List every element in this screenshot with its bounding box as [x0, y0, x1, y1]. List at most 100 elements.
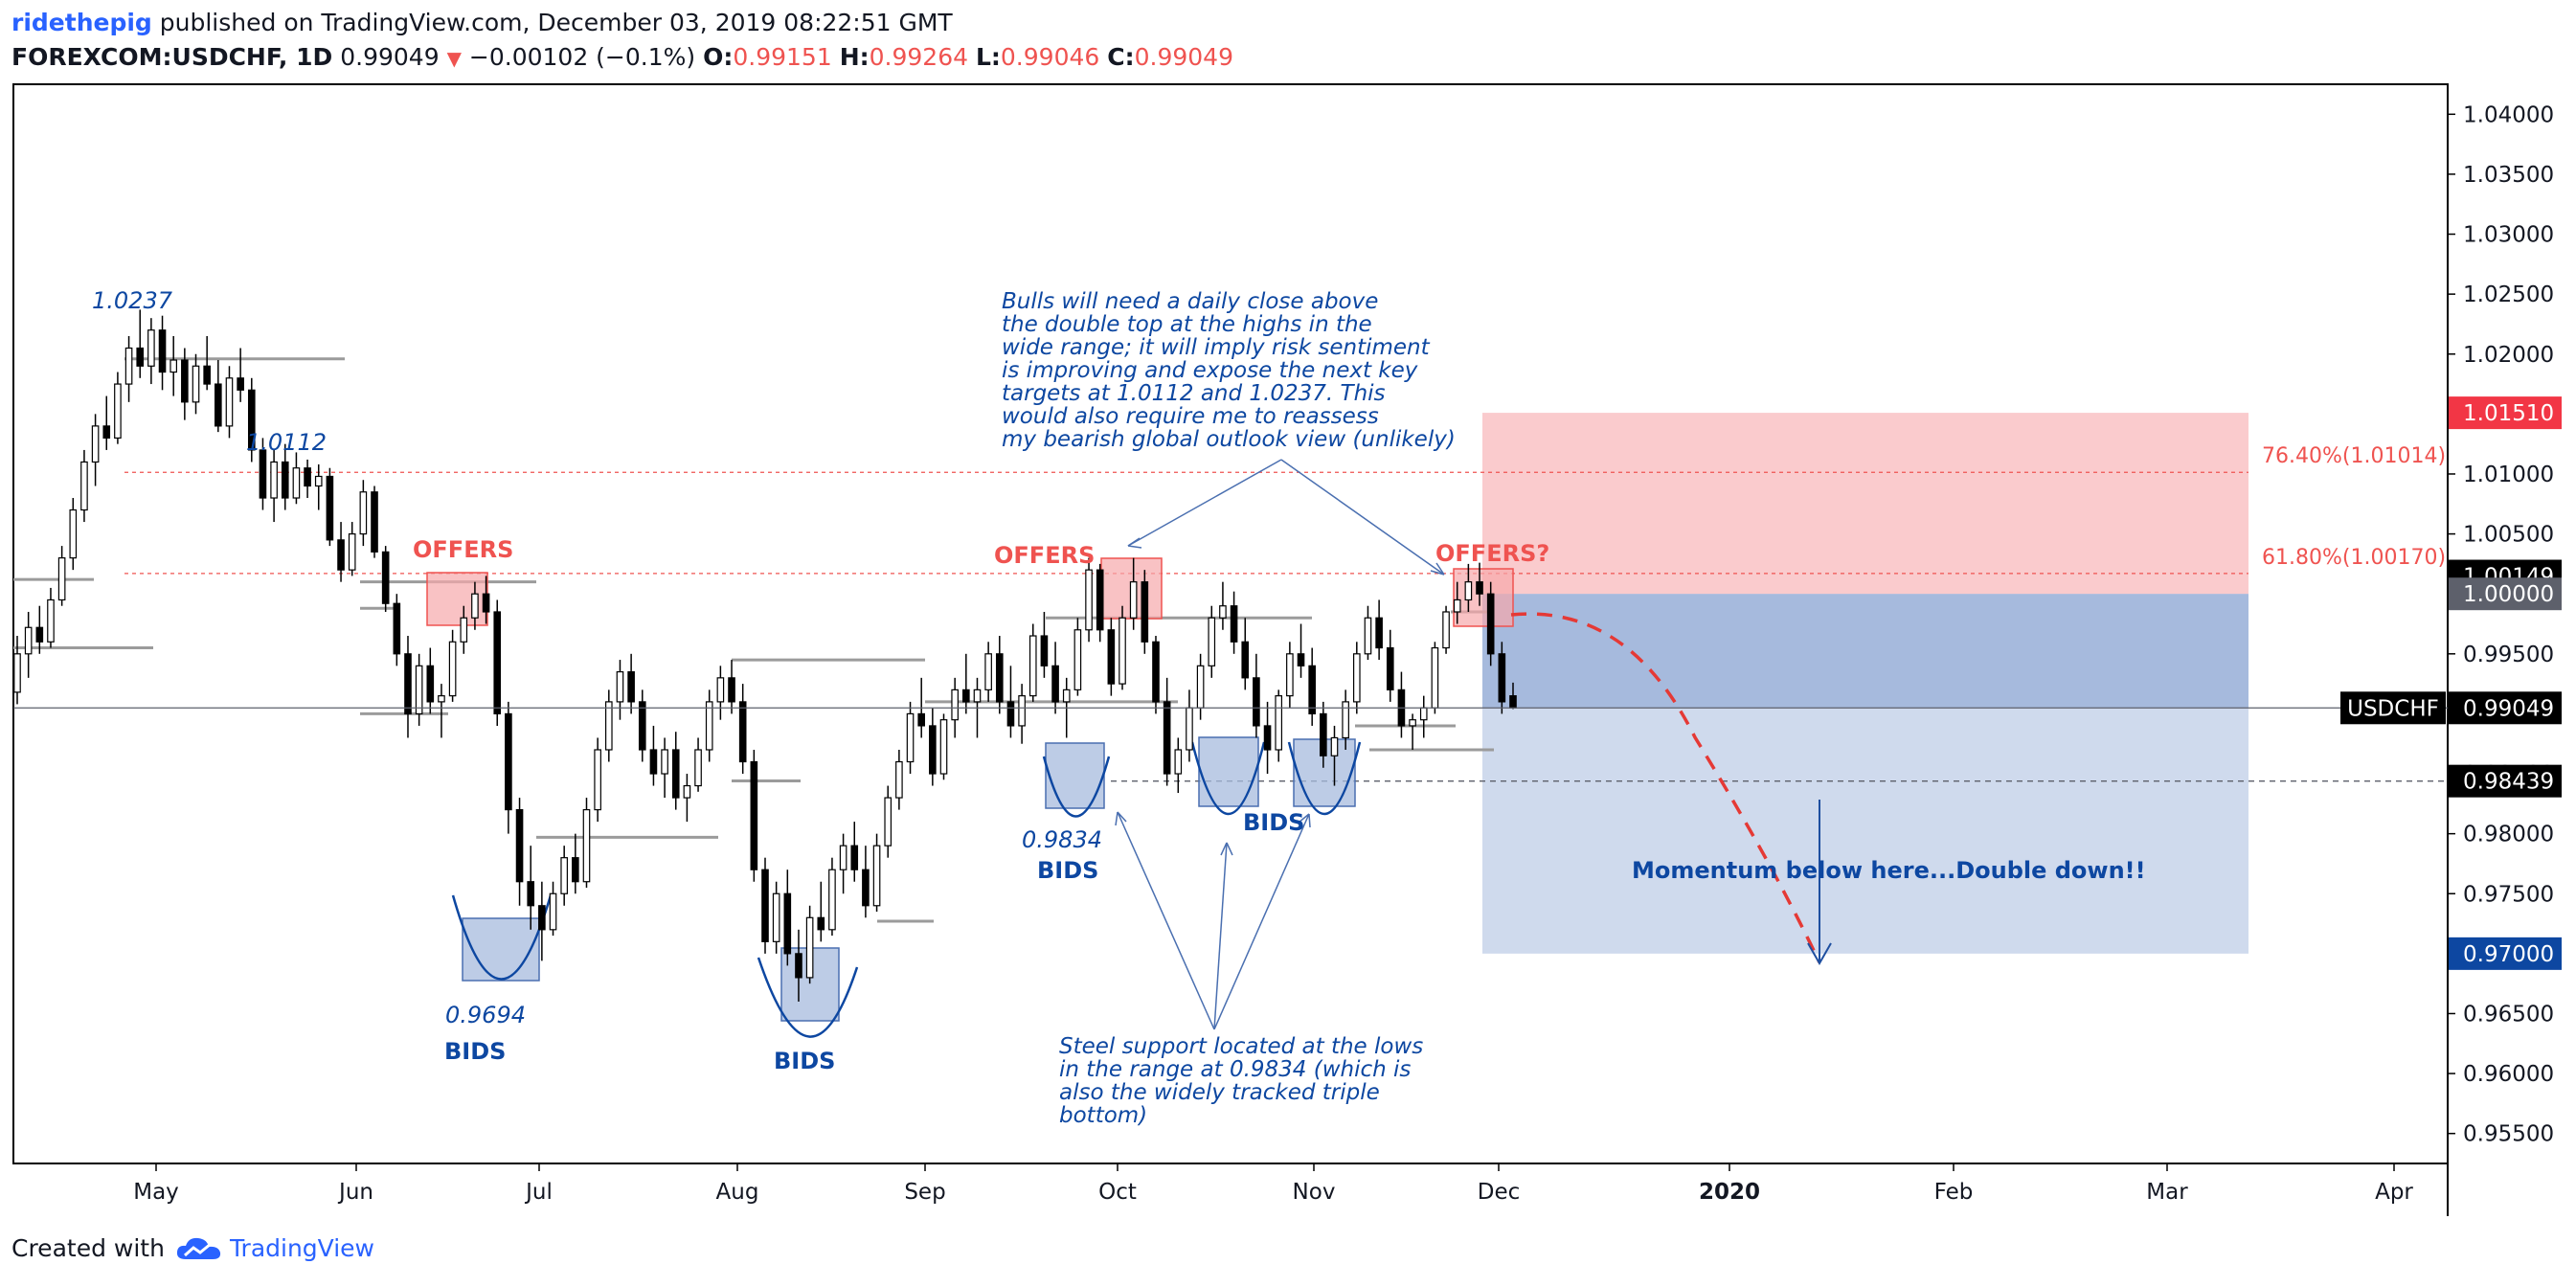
candle[interactable] [1275, 689, 1283, 762]
candle[interactable] [326, 467, 334, 547]
bids-box-june[interactable] [462, 917, 540, 982]
candle[interactable] [828, 857, 836, 937]
candle[interactable] [1397, 671, 1406, 738]
candle[interactable] [1409, 713, 1416, 750]
candle[interactable] [1308, 647, 1316, 726]
candle[interactable] [493, 599, 502, 726]
candle[interactable] [47, 587, 55, 648]
candle[interactable] [1174, 737, 1183, 794]
candle[interactable] [1464, 563, 1473, 612]
price-axis[interactable]: 1.04000 1.03500 1.03000 1.02500 1.02000 1.015… [2448, 102, 2554, 1147]
candle[interactable] [1419, 695, 1428, 738]
candle[interactable] [582, 798, 591, 888]
candle[interactable] [995, 636, 1004, 714]
candle[interactable] [57, 546, 66, 606]
candle[interactable] [795, 929, 802, 1002]
candle[interactable] [538, 881, 546, 961]
candle[interactable] [560, 846, 568, 906]
candle[interactable] [505, 701, 512, 834]
candle[interactable] [114, 372, 122, 444]
candle[interactable] [817, 881, 825, 942]
candle[interactable] [102, 395, 111, 450]
tradingview-link[interactable]: TradingView [229, 1234, 374, 1262]
candle[interactable] [750, 749, 758, 882]
candle[interactable] [438, 684, 445, 738]
candle[interactable] [471, 581, 479, 630]
candle[interactable] [1051, 642, 1059, 714]
candle[interactable] [1006, 666, 1015, 738]
candle[interactable] [850, 822, 859, 882]
candle[interactable] [805, 905, 814, 984]
candle[interactable] [337, 522, 345, 582]
candle[interactable] [1330, 725, 1339, 786]
candle[interactable] [304, 459, 311, 499]
candle[interactable] [862, 846, 870, 918]
candle[interactable] [962, 653, 970, 714]
candle[interactable] [359, 480, 368, 547]
candle[interactable] [91, 414, 100, 486]
candle[interactable] [716, 666, 725, 720]
candle[interactable] [381, 546, 390, 612]
candle[interactable] [1219, 581, 1227, 630]
bids-box-october[interactable] [1198, 736, 1259, 807]
candle[interactable] [348, 522, 356, 576]
candle[interactable] [694, 737, 702, 792]
candle[interactable] [136, 309, 145, 378]
candle[interactable] [1141, 570, 1149, 654]
candle[interactable] [1073, 618, 1082, 696]
candle[interactable] [1476, 562, 1483, 606]
fibonacci-levels[interactable]: 76.40%(1.01014) 61.80%(1.00170) [124, 444, 2446, 575]
candle[interactable] [616, 660, 624, 720]
candle[interactable] [1119, 605, 1126, 690]
candle[interactable] [1107, 618, 1116, 696]
candle[interactable] [839, 833, 847, 894]
candle[interactable] [1342, 689, 1349, 750]
candle[interactable] [13, 636, 21, 705]
candle[interactable] [638, 689, 646, 762]
symbol-label[interactable]: FOREXCOM:USDCHF, 1D [11, 43, 333, 71]
candle[interactable] [1208, 605, 1216, 678]
candle[interactable] [1498, 642, 1506, 714]
candle[interactable] [872, 833, 881, 913]
profit-target-zone[interactable] [1482, 594, 2248, 954]
candle[interactable] [24, 611, 33, 678]
candle[interactable] [594, 737, 601, 823]
candle[interactable] [1364, 605, 1372, 661]
candle[interactable] [1297, 623, 1305, 678]
candle[interactable] [415, 653, 423, 726]
offers-box-december[interactable] [1453, 568, 1514, 627]
candle[interactable] [939, 713, 948, 780]
candle[interactable] [1186, 689, 1193, 762]
candle[interactable] [247, 377, 256, 463]
candle[interactable] [225, 366, 234, 439]
candle[interactable] [460, 605, 468, 654]
candle[interactable] [984, 642, 992, 702]
candle[interactable] [281, 443, 289, 510]
candle[interactable] [605, 689, 613, 762]
candle[interactable] [158, 315, 167, 391]
candle[interactable] [1163, 677, 1171, 786]
candle[interactable] [426, 647, 435, 714]
candle[interactable] [1253, 653, 1260, 738]
candle[interactable] [1096, 563, 1104, 643]
candle[interactable] [1018, 684, 1026, 744]
candle[interactable] [783, 869, 792, 966]
candle[interactable] [649, 725, 658, 786]
candle[interactable] [69, 498, 78, 571]
candle[interactable] [683, 774, 691, 823]
candle[interactable] [929, 708, 937, 786]
candle[interactable] [1353, 642, 1361, 714]
candle[interactable] [761, 857, 769, 954]
candle[interactable] [1442, 605, 1450, 654]
candle[interactable] [1028, 623, 1037, 702]
candle[interactable] [482, 576, 490, 624]
candle[interactable] [192, 353, 200, 415]
candle[interactable] [1286, 642, 1294, 709]
candle[interactable] [572, 833, 579, 894]
candle[interactable] [895, 749, 903, 810]
candle[interactable] [169, 335, 177, 396]
candle[interactable] [80, 449, 88, 523]
candle[interactable] [1085, 557, 1093, 643]
candle[interactable] [371, 485, 378, 558]
candle[interactable] [549, 881, 557, 937]
